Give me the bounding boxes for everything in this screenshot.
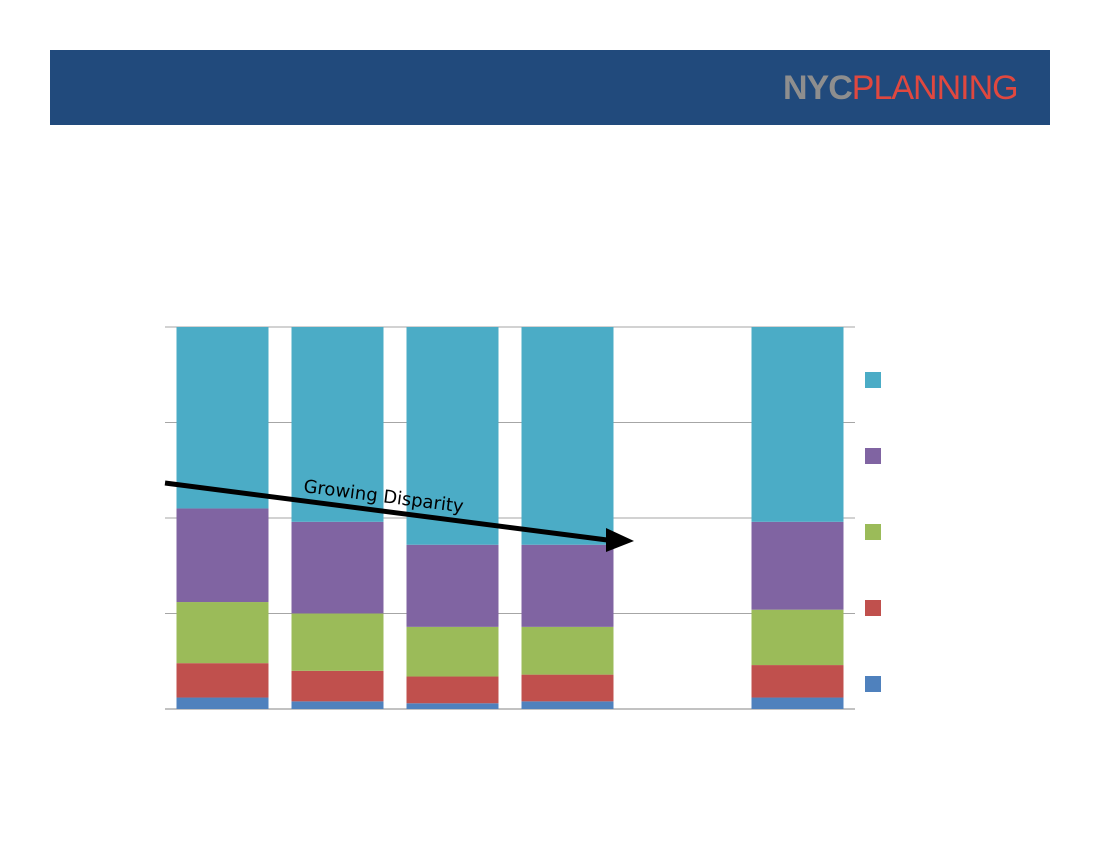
logo-planning-text: PLANNING	[851, 69, 1019, 107]
bar-segment-5	[291, 327, 384, 522]
bar-segment-1	[176, 697, 269, 709]
header-band	[50, 50, 1050, 125]
legend-swatch-4	[865, 448, 881, 464]
bar-segment-1	[751, 697, 844, 709]
bar-segment-4	[751, 521, 844, 610]
bar-segment-3	[176, 602, 269, 664]
bar-segment-2	[751, 665, 844, 698]
bar-segment-2	[176, 663, 269, 698]
bar-segment-1	[406, 703, 499, 709]
bar-segment-2	[521, 674, 614, 702]
bar-segment-3	[291, 613, 384, 671]
bar-segment-1	[291, 701, 384, 709]
logo-nyc-text: NYC	[783, 69, 853, 107]
bar-groups	[176, 327, 844, 709]
bar-segment-4	[406, 544, 499, 627]
bar-segment-3	[406, 626, 499, 677]
bar-segment-3	[521, 626, 614, 675]
bar-segment-5	[521, 327, 614, 545]
bar-segment-3	[751, 609, 844, 666]
legend	[865, 372, 881, 692]
gridlines	[165, 326, 855, 710]
bar-segment-4	[176, 508, 269, 603]
bar-segment-2	[291, 670, 384, 702]
legend-swatch-3	[865, 524, 881, 540]
legend-swatch-5	[865, 372, 881, 388]
legend-swatch-2	[865, 600, 881, 616]
bar-segment-5	[406, 327, 499, 545]
bar-segment-2	[406, 676, 499, 704]
bar-segment-5	[176, 327, 269, 509]
bar-segment-1	[521, 701, 614, 709]
disparity-arrow-line	[164, 480, 616, 544]
nyc-planning-logo: NYC PLANNING	[783, 69, 1019, 107]
bar-segment-4	[521, 544, 614, 627]
disparity-arrow-head	[606, 528, 634, 552]
bar-segment-4	[291, 521, 384, 614]
bar-segment-5	[751, 327, 844, 522]
legend-swatch-1	[865, 676, 881, 692]
